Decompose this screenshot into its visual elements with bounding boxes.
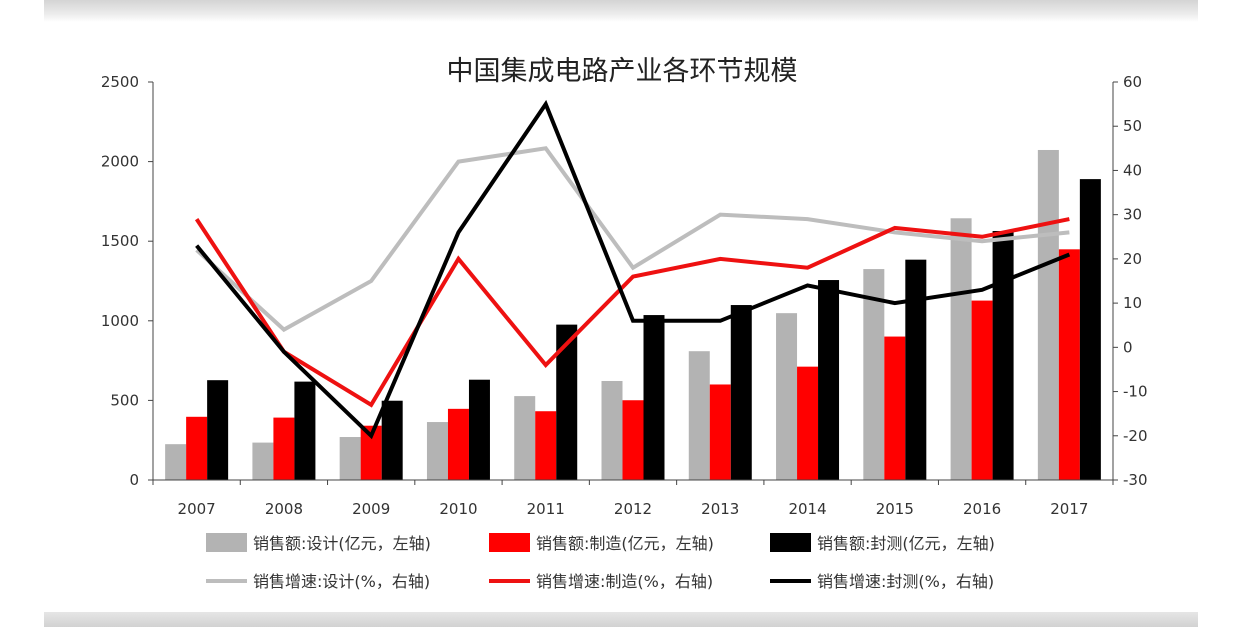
bar-s3-2011 bbox=[556, 324, 578, 480]
bar-s1-2016 bbox=[950, 218, 972, 480]
x-tick-label: 2007 bbox=[178, 500, 216, 518]
x-tick-label: 2011 bbox=[527, 500, 565, 518]
x-tick-label: 2012 bbox=[614, 500, 652, 518]
bars-layer bbox=[165, 149, 1101, 480]
bar-s2-2017 bbox=[1058, 249, 1080, 480]
x-tick-label: 2014 bbox=[788, 500, 826, 518]
right-tick-label: 20 bbox=[1123, 250, 1142, 268]
left-tick-label: 500 bbox=[110, 391, 139, 409]
right-tick-label: -10 bbox=[1123, 383, 1148, 401]
bar-s2-2014 bbox=[797, 366, 819, 480]
combo-chart: 中国集成电路产业各环节规模 05001000150020002500-30-20… bbox=[101, 56, 1148, 591]
chart-title: 中国集成电路产业各环节规模 bbox=[447, 56, 798, 87]
left-tick-label: 2500 bbox=[101, 73, 139, 91]
line-series-2 bbox=[194, 217, 1070, 408]
right-tick-label: -20 bbox=[1123, 427, 1148, 445]
bar-s2-2007 bbox=[186, 416, 208, 480]
line-series-3 bbox=[195, 99, 1071, 440]
left-tick-label: 2000 bbox=[101, 153, 139, 171]
legend-swatch-bar-2 bbox=[489, 533, 530, 552]
left-tick-label: 0 bbox=[129, 471, 139, 489]
right-tick-label: 30 bbox=[1123, 206, 1142, 224]
bar-s2-2010 bbox=[447, 408, 469, 480]
bar-s2-2013 bbox=[709, 384, 731, 480]
bar-s1-2017 bbox=[1037, 149, 1059, 480]
x-tick-label: 2016 bbox=[963, 500, 1001, 518]
x-tick-label: 2017 bbox=[1050, 500, 1088, 518]
bar-s1-2014 bbox=[776, 313, 798, 480]
bar-s3-2015 bbox=[905, 259, 927, 480]
lines-layer bbox=[194, 99, 1071, 440]
bar-s1-2007 bbox=[165, 444, 187, 480]
bar-s3-2014 bbox=[818, 280, 840, 480]
bar-s2-2015 bbox=[884, 336, 906, 480]
legend-swatch-bar-1 bbox=[206, 533, 247, 552]
legend-label-bar-3: 销售额:封测(亿元，左轴) bbox=[817, 534, 995, 553]
bar-s1-2015 bbox=[863, 269, 885, 480]
bar-s3-2010 bbox=[468, 379, 490, 480]
left-tick-label: 1500 bbox=[101, 232, 139, 250]
bar-s3-2016 bbox=[992, 231, 1014, 480]
legend-label-bar-1: 销售额:设计(亿元，左轴) bbox=[253, 534, 431, 553]
bar-s3-2013 bbox=[730, 305, 752, 480]
bar-s1-2010 bbox=[426, 422, 448, 480]
bar-s1-2008 bbox=[252, 442, 274, 480]
legend: 销售额:设计(亿元，左轴) 销售额:制造(亿元，左轴) 销售额:封测(亿元，左轴) 销… bbox=[206, 533, 995, 591]
bar-s3-2012 bbox=[643, 315, 665, 480]
legend-label-bar-2: 销售额:制造(亿元，左轴) bbox=[536, 534, 714, 553]
bar-s1-2013 bbox=[688, 351, 710, 480]
right-tick-label: 50 bbox=[1123, 117, 1142, 135]
right-tick-label: 40 bbox=[1123, 161, 1142, 179]
bar-s3-2017 bbox=[1079, 179, 1101, 480]
axes-layer: 0 500 1000 1500 2000 2500 -30 -20 -10 0 10 20 30 40 50… bbox=[101, 73, 1148, 518]
chart-card: 中国集成电路产业各环节规模 0 500 1000 1500 2000 2500 -30 -20… bbox=[44, 22, 1198, 612]
bar-s2-2008 bbox=[273, 417, 295, 480]
x-tick-label: 2009 bbox=[352, 500, 390, 518]
bar-s2-2011 bbox=[535, 411, 557, 480]
right-tick-label: 60 bbox=[1123, 73, 1142, 91]
bar-s3-2009 bbox=[381, 400, 403, 480]
right-tick-label: 10 bbox=[1123, 294, 1142, 312]
x-tick-label: 2013 bbox=[701, 500, 739, 518]
left-tick-label: 1000 bbox=[101, 312, 139, 330]
right-tick-label: -30 bbox=[1123, 471, 1148, 489]
right-tick-label: 0 bbox=[1123, 338, 1133, 356]
bar-s3-2007 bbox=[207, 380, 229, 480]
bar-s1-2009 bbox=[339, 437, 361, 480]
x-tick-label: 2015 bbox=[876, 500, 914, 518]
legend-label-line-1: 销售增速:设计(%，右轴) bbox=[253, 572, 430, 591]
x-tick-label: 2010 bbox=[439, 500, 477, 518]
bar-s2-2016 bbox=[971, 300, 993, 480]
legend-swatch-bar-3 bbox=[770, 533, 811, 552]
bar-s2-2009 bbox=[360, 425, 382, 480]
bar-s2-2012 bbox=[622, 400, 644, 480]
bar-s3-2008 bbox=[294, 381, 316, 480]
bar-s1-2012 bbox=[601, 380, 623, 480]
x-tick-label: 2008 bbox=[265, 500, 303, 518]
legend-label-line-2: 销售增速:制造(%，右轴) bbox=[536, 572, 713, 591]
line-series-1 bbox=[195, 146, 1070, 333]
bar-s1-2011 bbox=[514, 396, 536, 480]
legend-label-line-3: 销售增速:封测(%，右轴) bbox=[817, 572, 994, 591]
